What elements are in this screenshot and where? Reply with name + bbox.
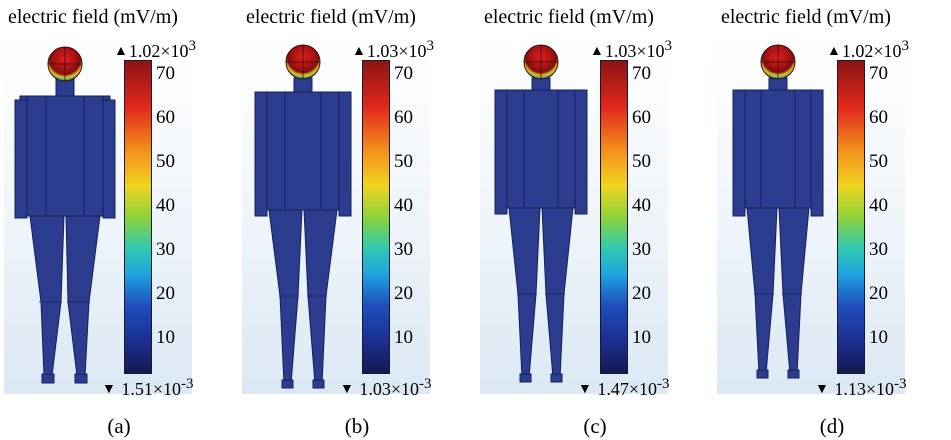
colorbar-title: electric field (mV/m) (246, 6, 416, 28)
up-triangle-icon: ▲ (590, 44, 604, 59)
colorbar-tick: 30 (394, 239, 413, 260)
up-triangle-icon: ▲ (827, 44, 841, 59)
down-triangle-icon: ▼ (102, 382, 116, 397)
colorbar-tick: 40 (869, 195, 888, 216)
colorbar-tick: 40 (156, 195, 175, 216)
colorbar-tick: 20 (156, 283, 175, 304)
colorbar-tick: 30 (156, 239, 175, 260)
colorbar-tick: 70 (632, 63, 651, 84)
panel-d: electric field (mV/m) ▲1. (713, 0, 951, 440)
colorbar-tick: 30 (869, 239, 888, 260)
colorbar-tick: 50 (869, 151, 888, 172)
colorbar-min-label: ▼ 1.51×10-3 (102, 376, 194, 399)
colorbar-tick: 20 (632, 283, 651, 304)
up-triangle-icon: ▲ (352, 44, 366, 59)
colorbar-tick: 40 (632, 195, 651, 216)
colorbar-max-label: ▲1.02×103 (827, 38, 910, 61)
panel-c: electric field (mV/m) ▲1. (476, 0, 714, 440)
colorbar-tick: 20 (394, 283, 413, 304)
colorbar-tick: 30 (632, 239, 651, 260)
down-triangle-icon: ▼ (340, 382, 354, 397)
colorbar-title: electric field (mV/m) (721, 6, 891, 28)
panel-a: electric field (mV/m) ▲1. (0, 0, 238, 440)
colorbar-tick: 60 (632, 107, 651, 128)
colorbar-min-label: ▼ 1.03×10-3 (340, 376, 432, 399)
colorbar-tick: 10 (869, 327, 888, 348)
human-body-model (732, 44, 824, 379)
colorbar-title: electric field (mV/m) (484, 6, 654, 28)
colorbar-tick: 10 (156, 327, 175, 348)
colorbar-min-label: ▼ 1.13×10-3 (815, 376, 907, 399)
colorbar-tick: 70 (156, 63, 175, 84)
colorbar-tick: 40 (394, 195, 413, 216)
colorbar-tick: 60 (394, 107, 413, 128)
colorbar (837, 60, 865, 374)
panel-caption: (c) (583, 414, 607, 438)
colorbar-max-label: ▲1.03×103 (590, 38, 673, 61)
colorbar-min-label: ▼ 1.47×10-3 (578, 376, 670, 399)
colorbar-tick: 50 (394, 151, 413, 172)
down-triangle-icon: ▼ (578, 382, 592, 397)
human-body-model (254, 44, 352, 389)
panel-caption: (d) (819, 414, 845, 438)
colorbar-tick: 20 (869, 283, 888, 304)
human-body-model (14, 46, 116, 384)
colorbar-tick: 50 (632, 151, 651, 172)
colorbar-tick: 10 (632, 327, 651, 348)
down-triangle-icon: ▼ (815, 382, 829, 397)
human-body-model (494, 44, 588, 383)
colorbar-tick: 60 (869, 107, 888, 128)
panel-b: electric field (mV/m) ▲1. (238, 0, 476, 440)
colorbar-tick: 60 (156, 107, 175, 128)
colorbar-title: electric field (mV/m) (8, 6, 178, 28)
colorbar-tick: 70 (869, 63, 888, 84)
panel-caption: (b) (344, 414, 370, 438)
colorbar-max-label: ▲1.03×103 (352, 38, 435, 61)
colorbar-tick: 50 (156, 151, 175, 172)
colorbar (362, 60, 390, 374)
colorbar-tick: 10 (394, 327, 413, 348)
up-triangle-icon: ▲ (114, 44, 128, 59)
colorbar-tick: 70 (394, 63, 413, 84)
colorbar-max-label: ▲1.02×103 (114, 38, 197, 61)
panel-caption: (a) (107, 414, 131, 438)
colorbar (124, 60, 152, 374)
colorbar (600, 60, 628, 374)
